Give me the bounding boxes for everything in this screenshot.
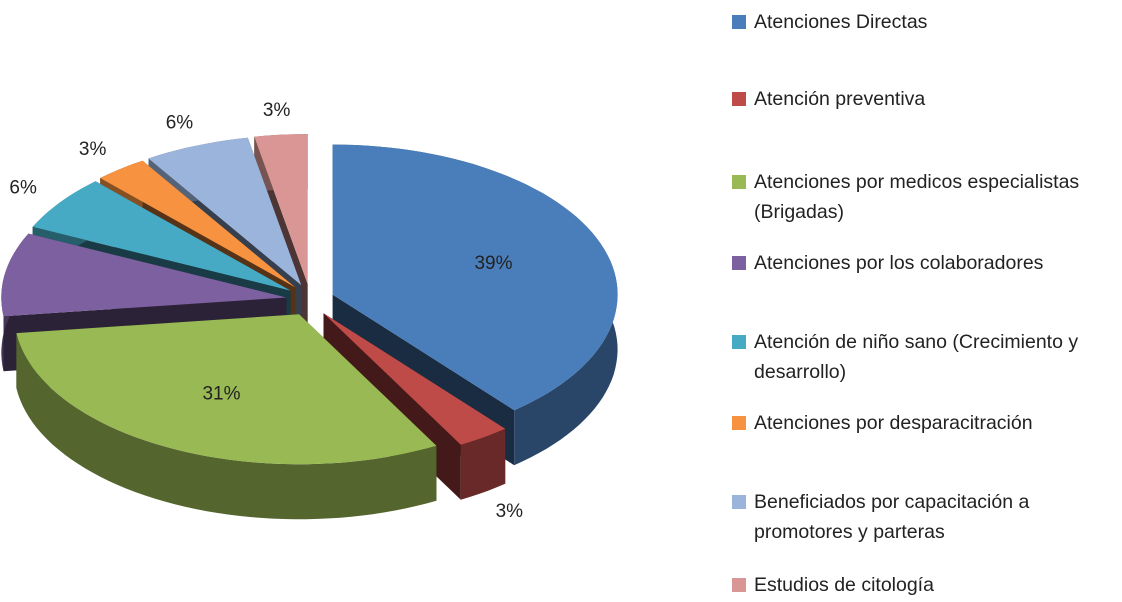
legend-label: Atenciones por los colaboradores — [754, 252, 1044, 274]
data-label: 6% — [166, 112, 194, 133]
legend-label: Beneficiados por capacitación a promotor… — [754, 491, 1030, 543]
legend-swatch — [732, 416, 746, 430]
slice — [254, 134, 308, 285]
slice — [148, 137, 302, 286]
legend-label: Atención de niño sano (Crecimiento y des… — [754, 331, 1079, 383]
data-label: 6% — [9, 177, 37, 198]
slice-side — [460, 428, 506, 500]
legend-item: Atención de niño sano (Crecimiento y des… — [732, 327, 1117, 387]
data-label: 3% — [263, 100, 291, 121]
pie-chart: 39%3%31%9%6%3%6%3% — [1, 100, 618, 522]
legend-swatch — [732, 175, 746, 189]
legend-swatch — [732, 495, 746, 509]
legend-label: Atenciones por medicos especialistas (Br… — [754, 171, 1080, 223]
slice-side — [16, 333, 437, 520]
legend-label: Atenciones por desparacitración — [754, 412, 1033, 434]
slice — [332, 144, 618, 411]
legend-item: Atenciones por desparacitración — [732, 408, 1117, 438]
legend-item: Atención preventiva — [732, 84, 1117, 114]
legend-swatch — [732, 578, 746, 592]
legend-item: Atenciones por los colaboradores — [732, 248, 1117, 278]
legend-label: Atención preventiva — [754, 88, 926, 110]
legend-item: Beneficiados por capacitación a promotor… — [732, 487, 1117, 547]
slice — [32, 181, 291, 291]
data-label: 3% — [79, 139, 107, 160]
data-label: 3% — [496, 501, 524, 522]
legend-swatch — [732, 256, 746, 270]
legend-label: Estudios de citología — [754, 574, 934, 596]
legend-item: Estudios de citología — [732, 570, 1117, 600]
legend-swatch — [732, 92, 746, 106]
slice — [1, 233, 287, 317]
slice — [323, 313, 506, 445]
legend-swatch — [732, 335, 746, 349]
legend-label: Atenciones Directas — [754, 11, 928, 33]
legend-swatch — [732, 15, 746, 29]
legend-item: Atenciones por medicos especialistas (Br… — [732, 167, 1117, 227]
legend-item: Atenciones Directas — [732, 7, 1117, 37]
data-label: 31% — [202, 383, 240, 404]
data-label: 39% — [474, 253, 512, 274]
slice — [16, 314, 437, 465]
slice — [100, 160, 296, 288]
